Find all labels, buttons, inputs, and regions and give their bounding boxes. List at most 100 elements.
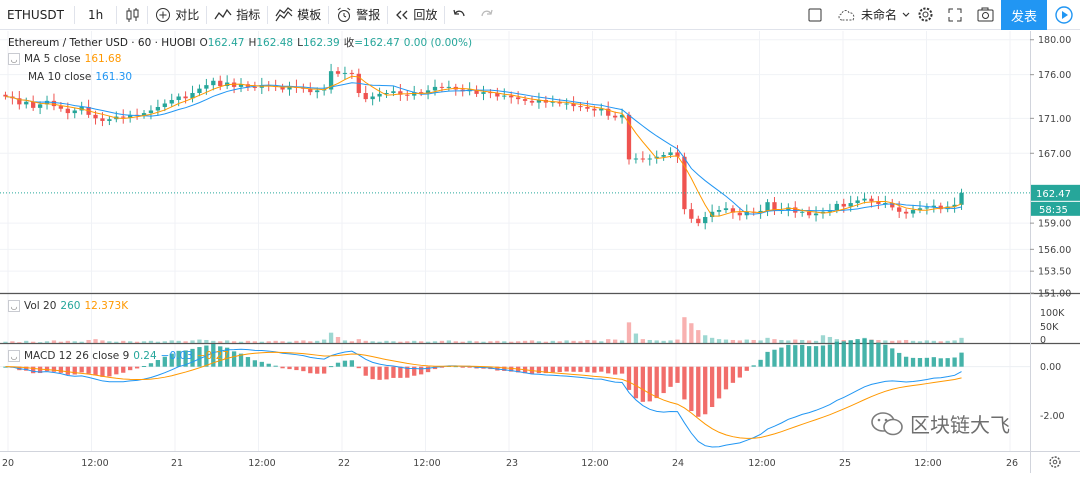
snapshot-button[interactable] (970, 0, 1001, 30)
chart-canvas[interactable]: 180.00 176.00 171.00 167.00 162.47 58:35 159.0… (0, 31, 1080, 473)
macd-histogram-bar (412, 366, 417, 376)
alert-button[interactable]: 警报 (329, 0, 387, 30)
undo-button[interactable] (445, 0, 473, 30)
macd-histogram-bar (107, 366, 112, 377)
volume-bar (578, 341, 583, 343)
price-axis-label: 153.50 (1038, 267, 1071, 278)
time-axis-label: 23 (506, 458, 518, 469)
replay-button[interactable]: 回放 (388, 0, 444, 30)
ohlc-high: H162.48 (248, 36, 294, 49)
volume-bar (114, 341, 119, 343)
candle-body (363, 93, 368, 100)
replay-label: 回放 (413, 8, 438, 22)
volume-legend[interactable]: ◡ Vol 20 260 12.373K (8, 300, 128, 312)
templates-button[interactable]: 模板 (268, 0, 328, 30)
candle-body (100, 118, 105, 121)
interval-button[interactable]: 1h (75, 0, 116, 30)
indicators-button[interactable]: 指标 (207, 0, 267, 30)
eye-icon[interactable]: ◡ (8, 300, 20, 312)
volume-bar (806, 340, 812, 343)
ma5-legend[interactable]: ◡ MA 5 close 161.68 (8, 53, 121, 65)
candle-body (910, 210, 916, 214)
volume-bar (10, 341, 15, 343)
compare-button[interactable]: 对比 (148, 0, 206, 30)
macd-histogram-bar (855, 339, 860, 367)
eye-icon[interactable]: ◡ (8, 53, 20, 65)
candle-body (93, 114, 98, 119)
macd-histogram-bar (758, 359, 763, 367)
camera-icon (977, 7, 994, 22)
symbol-search-button[interactable]: ETHUSDT (0, 0, 74, 30)
chart-area[interactable]: 180.00 176.00 171.00 167.00 162.47 58:35 159.0… (0, 31, 1080, 473)
ma10-label: MA 10 close (28, 71, 92, 83)
volume-bar (709, 337, 715, 343)
candle-body (405, 94, 410, 96)
macd-histogram-bar (952, 357, 957, 367)
macd-histogram-bar (405, 366, 410, 378)
volume-bar (564, 340, 569, 343)
candle-body (813, 213, 819, 216)
macd-histogram-bar (515, 366, 521, 373)
ma5-label: MA 5 close (24, 53, 81, 65)
fullscreen-layout-button[interactable] (800, 0, 830, 30)
volume-bar (231, 341, 237, 343)
volume-bar (654, 340, 659, 343)
candle-body (883, 203, 888, 205)
candle-body (474, 89, 479, 94)
macd-histogram-bar (557, 366, 562, 373)
candle-body (31, 101, 36, 108)
volume-bar (266, 341, 271, 343)
volume-bar (723, 339, 729, 343)
volume-bar (481, 341, 486, 343)
volume-bar (599, 341, 604, 343)
volume-bar (924, 340, 930, 343)
macd-histogram-bar (592, 366, 597, 373)
volume-bar (439, 340, 445, 343)
play-button[interactable] (1047, 0, 1080, 30)
volume-bar (100, 340, 105, 343)
volume-bar (772, 339, 777, 343)
macd-histogram-bar (58, 366, 64, 373)
chart-type-button[interactable] (117, 0, 147, 30)
volume-bar (751, 339, 756, 343)
macd-histogram-bar (903, 356, 909, 367)
macd-histogram-bar (550, 366, 555, 373)
macd-histogram-bar (744, 366, 749, 371)
macd-histogram-bar (682, 366, 687, 400)
play-circle-icon (1054, 6, 1073, 24)
macd-histogram-bar (820, 345, 826, 367)
volume-bar (509, 341, 514, 343)
macd-legend[interactable]: ◡ MACD 12 26 close 9 0.24 −0.03 −0.27 (8, 350, 229, 362)
macd-histogram-bar (585, 366, 590, 373)
candle-body (37, 104, 43, 108)
ma5-value: 161.68 (84, 53, 122, 65)
macd-histogram-bar (398, 366, 403, 378)
volume-bar (910, 340, 916, 343)
candle-body (24, 101, 29, 105)
volume-bar (141, 341, 147, 343)
layout-name-button[interactable]: 未命名 (830, 0, 918, 30)
ma10-legend[interactable]: MA 10 close 161.30 (28, 71, 132, 83)
ma10-line (5, 82, 962, 215)
settings-button[interactable] (910, 0, 941, 30)
macd-histogram-bar (675, 366, 680, 383)
eye-icon[interactable]: ◡ (8, 350, 20, 362)
redo-button[interactable] (473, 0, 501, 30)
volume-bar (571, 340, 576, 343)
axis-settings-icon[interactable] (1049, 456, 1061, 468)
volume-bar (612, 339, 618, 343)
macd-histogram-bar (252, 360, 258, 367)
volume-bar (737, 340, 742, 343)
fullscreen-button[interactable] (940, 0, 970, 30)
candle-body (848, 203, 853, 207)
macd-hist-value: 0.24 (133, 350, 157, 362)
volume-bar (24, 340, 29, 343)
publish-button[interactable]: 发表 (1001, 0, 1047, 30)
volume-bar (308, 341, 313, 343)
macd-histogram-bar (114, 366, 119, 375)
time-axis-label: 12:00 (914, 458, 941, 469)
macd-histogram-bar (121, 366, 126, 373)
macd-axis-label: 0.00 (1040, 362, 1061, 373)
macd-histogram-bar (308, 366, 313, 374)
volume-bar (197, 339, 202, 343)
